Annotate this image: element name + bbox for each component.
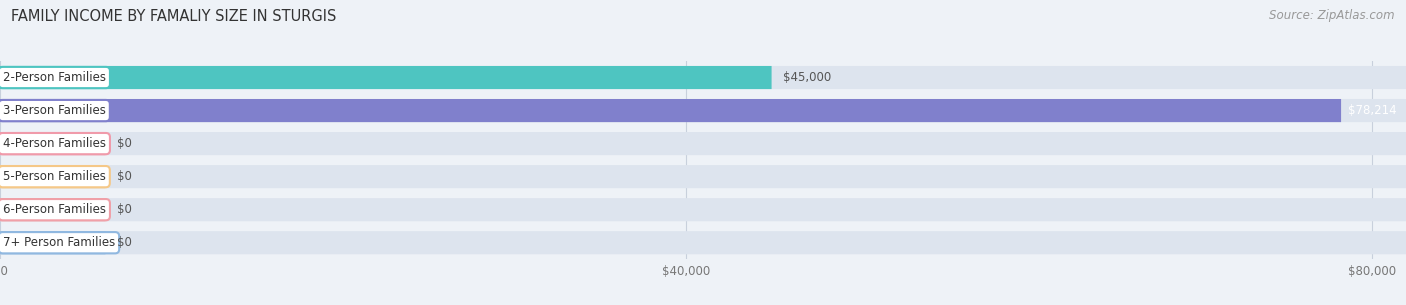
- Text: $78,214: $78,214: [1347, 104, 1396, 117]
- Text: 3-Person Families: 3-Person Families: [3, 104, 105, 117]
- Text: $0: $0: [117, 137, 132, 150]
- FancyBboxPatch shape: [0, 132, 105, 155]
- FancyBboxPatch shape: [0, 198, 105, 221]
- FancyBboxPatch shape: [0, 231, 105, 254]
- Text: 6-Person Families: 6-Person Families: [3, 203, 105, 216]
- FancyBboxPatch shape: [0, 99, 1406, 122]
- Text: $0: $0: [117, 170, 132, 183]
- FancyBboxPatch shape: [0, 132, 1406, 155]
- Text: 5-Person Families: 5-Person Families: [3, 170, 105, 183]
- Text: $45,000: $45,000: [783, 71, 831, 84]
- FancyBboxPatch shape: [0, 231, 1406, 254]
- Text: 4-Person Families: 4-Person Families: [3, 137, 105, 150]
- Text: Source: ZipAtlas.com: Source: ZipAtlas.com: [1270, 9, 1395, 22]
- Text: 2-Person Families: 2-Person Families: [3, 71, 105, 84]
- FancyBboxPatch shape: [0, 198, 1406, 221]
- FancyBboxPatch shape: [0, 165, 105, 188]
- FancyBboxPatch shape: [0, 99, 1341, 122]
- Text: 7+ Person Families: 7+ Person Families: [3, 236, 115, 249]
- FancyBboxPatch shape: [0, 66, 772, 89]
- Text: $0: $0: [117, 236, 132, 249]
- Text: FAMILY INCOME BY FAMALIY SIZE IN STURGIS: FAMILY INCOME BY FAMALIY SIZE IN STURGIS: [11, 9, 336, 24]
- FancyBboxPatch shape: [0, 66, 1406, 89]
- Text: $0: $0: [117, 203, 132, 216]
- FancyBboxPatch shape: [0, 165, 1406, 188]
